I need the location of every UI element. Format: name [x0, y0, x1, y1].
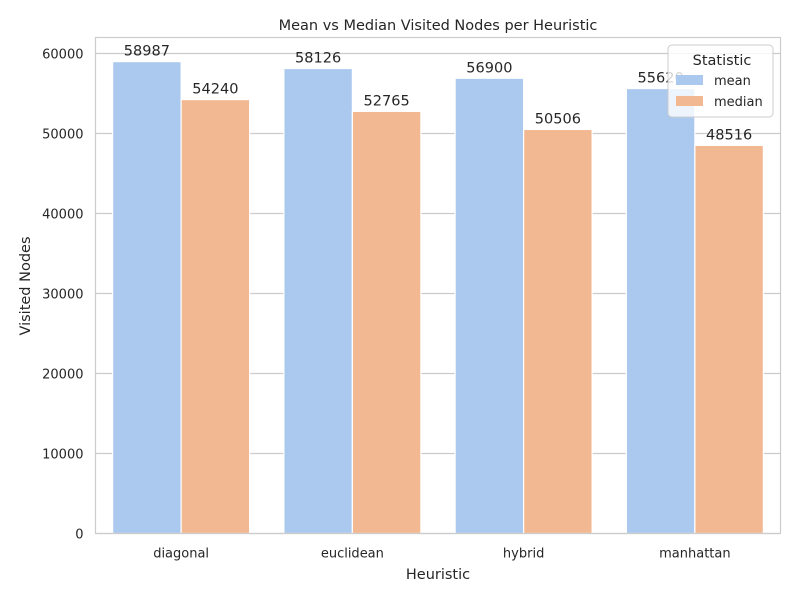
- x-tick-label: diagonal: [153, 547, 209, 562]
- y-tick-label: 0: [75, 528, 83, 543]
- legend-title: Statistic: [693, 53, 752, 69]
- y-tick-label: 10000: [42, 448, 83, 463]
- y-tick-label: 30000: [42, 288, 83, 303]
- bar-median-euclidean: [351, 110, 422, 535]
- bar-mean-diagonal: [112, 61, 182, 535]
- data-label-median-diagonal: 54240: [192, 82, 238, 98]
- y-axis-label: Visited Nodes: [18, 236, 34, 335]
- y-tick-label: 60000: [42, 48, 83, 63]
- bar-median-manhattan: [694, 144, 764, 535]
- legend-label-median: median: [714, 95, 763, 110]
- legend-swatch-median: [676, 96, 703, 106]
- legend-label-mean: mean: [714, 74, 751, 89]
- legend-swatch-mean: [676, 75, 703, 85]
- data-label-median-hybrid: 50506: [535, 111, 581, 127]
- legend: Statistic mean median: [667, 44, 774, 118]
- y-tick-label: 20000: [42, 368, 83, 383]
- chart-title: Mean vs Median Visited Nodes per Heurist…: [279, 18, 598, 34]
- bar-mean-manhattan: [625, 87, 696, 535]
- data-label-mean-euclidean: 58126: [295, 50, 341, 66]
- y-tick-label: 40000: [42, 208, 83, 223]
- x-tick-label: manhattan: [659, 547, 730, 562]
- bar-median-diagonal: [180, 98, 251, 535]
- plot-frame: [94, 36, 782, 535]
- x-axis-label: Heuristic: [406, 567, 470, 583]
- data-label-mean-hybrid: 56900: [466, 60, 512, 76]
- data-label-median-euclidean: 52765: [364, 93, 410, 109]
- y-tick-label: 50000: [42, 128, 83, 143]
- bar-median-hybrid: [523, 128, 593, 535]
- x-tick-label: euclidean: [321, 547, 384, 562]
- data-label-median-manhattan: 48516: [706, 127, 752, 143]
- x-tick-label: hybrid: [503, 547, 544, 562]
- data-label-mean-diagonal: 58987: [124, 44, 170, 60]
- bar-mean-euclidean: [283, 67, 353, 535]
- bar-mean-hybrid: [454, 77, 525, 535]
